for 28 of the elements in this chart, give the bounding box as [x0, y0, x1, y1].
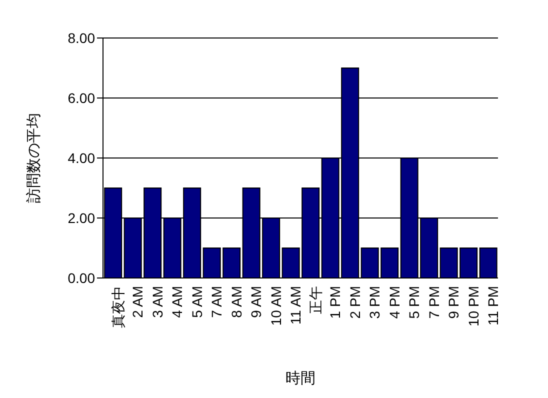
x-tick-label: 10 AM — [268, 286, 284, 326]
x-tick-label: 7 AM — [208, 286, 225, 318]
x-tick-label: 2 PM — [346, 286, 363, 319]
x-tick-label: 3 PM — [366, 286, 383, 319]
x-tick-label: 1 PM — [327, 286, 344, 319]
x-tick-label: 8 AM — [228, 286, 244, 318]
y-tick-label: 6.00 — [68, 90, 96, 106]
x-tick-label: 3 AM — [149, 286, 166, 318]
y-tick-label: 8.00 — [68, 30, 96, 46]
x-tick-label: 正午 — [307, 286, 324, 314]
x-tick-label: 2 AM — [130, 286, 146, 318]
y-axis-title: 訪問数の平均 — [25, 113, 42, 203]
y-tick-label: 2.00 — [68, 210, 96, 226]
x-tick-label: 11 PM — [485, 286, 502, 326]
x-tick-label: 5 PM — [406, 286, 422, 319]
x-tick-label: 真夜中 — [110, 286, 126, 328]
x-tick-label: 7 PM — [426, 286, 442, 319]
x-tick-label: 4 PM — [386, 286, 402, 319]
x-axis-title: 時間 — [286, 370, 316, 387]
x-tick-label: 5 AM — [188, 286, 205, 318]
y-tick-label: 4.00 — [68, 150, 96, 166]
x-tick-label: 9 AM — [248, 286, 264, 318]
x-tick-label: 4 AM — [169, 286, 186, 318]
bar — [479, 248, 498, 278]
x-tick-label: 9 PM — [446, 286, 462, 319]
x-tick-label: 11 AM — [288, 286, 304, 325]
x-tick-label: 10 PM — [465, 286, 482, 326]
y-tick-label: 0.00 — [68, 270, 96, 286]
